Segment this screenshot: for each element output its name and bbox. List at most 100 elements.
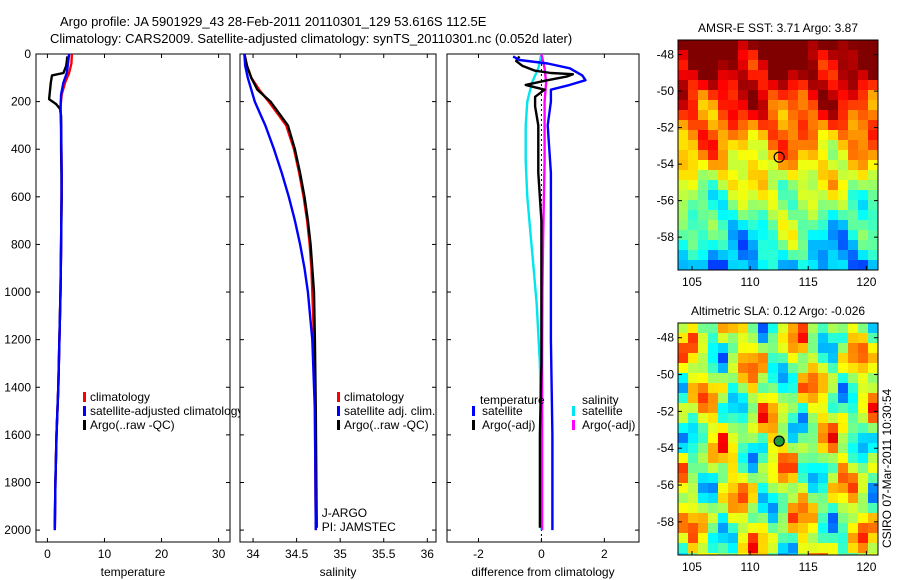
heatmap-cell xyxy=(798,80,809,91)
heatmap-cell xyxy=(678,250,689,261)
map-y-tick-label: -56 xyxy=(657,194,675,208)
heatmap-cell xyxy=(868,160,879,171)
heatmap-cell xyxy=(688,453,699,464)
heatmap-cell xyxy=(758,170,769,181)
heatmap-cell xyxy=(798,533,809,544)
heatmap-cell xyxy=(798,240,809,251)
heatmap-cell xyxy=(768,433,779,444)
heatmap-cell xyxy=(678,393,689,404)
heatmap-cell xyxy=(768,180,779,191)
heatmap-cell xyxy=(778,513,789,524)
heatmap-cell xyxy=(698,423,709,434)
series-line-temperature-satellite xyxy=(512,55,587,531)
heatmap-cell xyxy=(688,333,699,344)
heatmap-cell xyxy=(868,343,879,354)
heatmap-cell xyxy=(828,210,839,221)
heatmap-cell xyxy=(828,190,839,201)
heatmap-cell xyxy=(708,90,719,101)
legend-label: Argo(..raw -QC) xyxy=(344,418,429,432)
legend-group-title: salinity xyxy=(582,393,619,407)
series-line-temperature-argo-adj- xyxy=(515,55,575,528)
heatmap-cell xyxy=(738,180,749,191)
heatmap-cell xyxy=(738,403,749,414)
heatmap-cell xyxy=(708,230,719,241)
heatmap-cell xyxy=(818,403,829,414)
heatmap-cell xyxy=(758,503,769,514)
heatmap-cell xyxy=(758,333,769,344)
heatmap-cell xyxy=(778,90,789,101)
heatmap-cell xyxy=(778,70,789,81)
heatmap-cell xyxy=(768,70,779,81)
heatmap-cell xyxy=(818,413,829,424)
heatmap-cell xyxy=(788,343,799,354)
heatmap-cell xyxy=(778,363,789,374)
heatmap-cell xyxy=(868,463,879,474)
heatmap-cell xyxy=(778,413,789,424)
map-y-tick-label: -52 xyxy=(657,404,675,418)
heatmap-cell xyxy=(778,240,789,251)
heatmap-cell xyxy=(788,70,799,81)
heatmap-cell xyxy=(868,393,879,404)
heatmap-cell xyxy=(768,383,779,394)
heatmap-cell xyxy=(758,393,769,404)
heatmap-cell xyxy=(848,513,859,524)
heatmap-cell xyxy=(698,453,709,464)
heatmap-cell xyxy=(708,50,719,61)
heatmap-cell xyxy=(758,250,769,261)
heatmap-cell xyxy=(818,180,829,191)
heatmap-cell xyxy=(708,130,719,141)
heatmap-cell xyxy=(798,443,809,454)
argo-float-location-marker xyxy=(773,151,785,163)
heatmap-cell xyxy=(848,323,859,334)
heatmap-cell xyxy=(758,423,769,434)
heatmap-cell xyxy=(698,553,709,556)
heatmap-cell xyxy=(738,423,749,434)
heatmap-cell xyxy=(748,90,759,101)
heatmap-cell xyxy=(838,473,849,484)
heatmap-cell xyxy=(778,250,789,261)
heatmap-cell xyxy=(768,503,779,514)
heatmap-cell xyxy=(848,403,859,414)
heatmap-cell xyxy=(778,200,789,211)
heatmap-cell xyxy=(798,60,809,71)
map-x-tick-label: 120 xyxy=(856,560,876,574)
heatmap-cell xyxy=(778,453,789,464)
map-x-tick-label: 110 xyxy=(741,560,760,574)
heatmap-cell xyxy=(758,463,769,474)
heatmap-cell xyxy=(688,210,699,221)
sst-map-panel: AMSR-E SST: 3.71 Argo: 3.87 -48 -50 -52 -54 -… xyxy=(657,21,879,289)
heatmap-cell xyxy=(768,543,779,554)
heatmap-cell xyxy=(788,363,799,374)
heatmap-cell xyxy=(828,200,839,211)
legend-label: Argo(..raw -QC) xyxy=(90,418,175,432)
heatmap-cell xyxy=(718,393,729,404)
heatmap-cell xyxy=(818,260,829,271)
heatmap-cell xyxy=(808,503,819,514)
heatmap-cell xyxy=(678,200,689,211)
heatmap-cell xyxy=(848,473,859,484)
heatmap-cell xyxy=(838,230,849,241)
heatmap-cell xyxy=(818,80,829,91)
heatmap-cell xyxy=(858,250,869,261)
heatmap-cell xyxy=(778,220,789,231)
heatmap-cell xyxy=(798,170,809,181)
heatmap-cell xyxy=(848,373,859,384)
heatmap-cell xyxy=(708,403,719,414)
heatmap-cell xyxy=(728,110,739,121)
heatmap-cell xyxy=(858,423,869,434)
heatmap-cell xyxy=(818,533,829,544)
x-tick-label: 30 xyxy=(212,547,226,561)
heatmap-cell xyxy=(678,323,689,334)
heatmap-cell xyxy=(678,150,689,161)
heatmap-cell xyxy=(828,120,839,131)
heatmap-cell xyxy=(798,220,809,231)
heatmap-cell xyxy=(818,503,829,514)
heatmap-cell xyxy=(678,130,689,141)
heatmap-cell xyxy=(748,503,759,514)
heatmap-cell xyxy=(758,120,769,131)
heatmap-cell xyxy=(838,413,849,424)
heatmap-cell xyxy=(758,260,769,271)
heatmap-cell xyxy=(698,200,709,211)
heatmap-cell xyxy=(868,70,879,81)
heatmap-cell xyxy=(818,513,829,524)
